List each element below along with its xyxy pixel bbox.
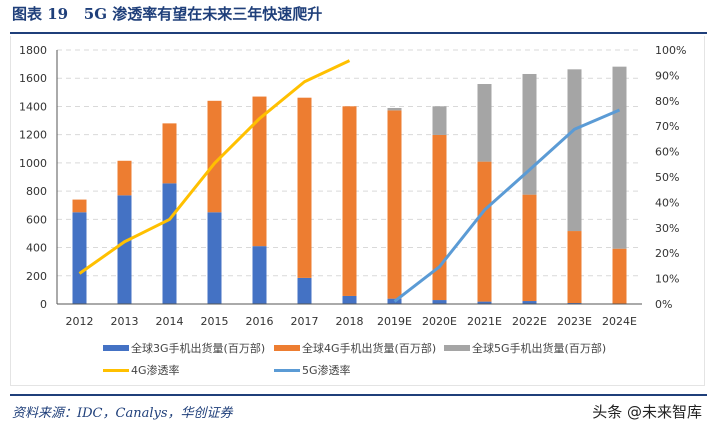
line-5g-rate [393,108,621,303]
y-right-tick-label: 10% [655,273,679,286]
footer-rule [10,394,707,396]
bar-5g [432,106,447,135]
source-note: 资料来源：IDC，Canalys，华创证券 [12,406,233,421]
legend-label-3g: 全球3G手机出货量(百万部) [131,342,266,355]
watermark: 头条 @未来智库 [592,403,702,421]
legend-3g[interactable]: 全球3G手机出货量(百万部) [103,340,265,356]
y-right-tick-label: 90% [655,69,679,82]
bar-4g [162,123,177,184]
x-tick-label: 2020E [422,315,457,328]
x-tick-label: 2013 [111,315,139,328]
bar-3g [162,183,177,304]
legend-swatch-4g [274,345,300,351]
y-left-tick-label: 0 [40,298,47,311]
y-left-tick-label: 800 [26,185,47,198]
bar-4g [72,199,87,213]
bar-3g [342,295,357,304]
y-left-tick-label: 1600 [19,72,47,85]
legend-swatch-5g [444,345,470,351]
title-rule [10,32,707,34]
y-right-tick-label: 100% [655,44,686,57]
x-tick-label: 2022E [512,315,547,328]
y-right-tick-label: 80% [655,95,679,108]
bar-5g [387,107,402,111]
legend-5g[interactable]: 全球5G手机出货量(百万部) [444,340,606,356]
bar-4g [432,134,447,301]
legend-5g-rate[interactable]: 5G渗透率 [274,362,351,378]
bar-5g [567,69,582,232]
legend-line-5g-rate [274,368,300,372]
legend-label-4g: 全球4G手机出货量(百万部) [302,342,437,355]
y-right-tick-label: 0% [655,298,672,311]
legend-line-4g-rate [103,368,129,372]
x-tick-label: 2017 [291,315,319,328]
legend-4g[interactable]: 全球4G手机出货量(百万部) [274,340,436,356]
y-right-tick-label: 60% [655,146,679,159]
bar-5g [477,84,492,162]
y-left-tick-label: 600 [26,213,47,226]
x-tick-label: 2019E [377,315,412,328]
bar-4g [387,110,402,299]
bar-3g [117,195,132,304]
bar-4g [252,96,267,247]
x-tick-label: 2014 [156,315,184,328]
y-right-tick-label: 50% [655,171,679,184]
bar-3g [477,301,492,304]
legend-label-4g-rate: 4G渗透率 [131,364,180,377]
legend-4g-rate[interactable]: 4G渗透率 [103,362,180,378]
bar-3g [207,212,222,304]
y-left-tick-label: 1400 [19,100,47,113]
x-tick-label: 2015 [201,315,229,328]
y-left-tick-label: 400 [26,242,47,255]
bar-4g [522,194,537,302]
y-right-tick-label: 40% [655,196,679,209]
bar-4g [207,100,222,213]
y-right-tick-label: 30% [655,222,679,235]
bar-3g [522,301,537,304]
bar-4g [342,106,357,296]
bar-4g [117,160,132,196]
bar-4g [297,97,312,278]
y-left-tick-label: 200 [26,270,47,283]
y-left-tick-label: 1000 [19,157,47,170]
x-tick-label: 2023E [557,315,592,328]
bar-3g [432,300,447,304]
bar-3g [252,246,267,304]
bar-4g [477,161,492,302]
x-tick-label: 2024E [602,315,637,328]
x-tick-label: 2012 [66,315,94,328]
y-left-tick-label: 1200 [19,129,47,142]
bar-3g [297,277,312,304]
y-right-tick-label: 70% [655,120,679,133]
legend-swatch-3g [103,345,129,351]
x-tick-label: 2021E [467,315,502,328]
y-left-tick-label: 1800 [19,44,47,57]
chart-frame [10,36,705,386]
x-tick-label: 2016 [246,315,274,328]
bar-5g [522,73,537,195]
x-tick-label: 2018 [336,315,364,328]
line-4g-rate [78,59,351,275]
chart-title: 图表 19 5G 渗透率有望在未来三年快速爬升 [12,5,323,23]
legend-label-5g: 全球5G手机出货量(百万部) [472,342,607,355]
bar-5g [612,66,627,249]
bar-3g [72,212,87,304]
y-right-tick-label: 20% [655,247,679,260]
bar-4g [612,248,627,304]
legend-label-5g-rate: 5G渗透率 [302,364,351,377]
bar-4g [567,231,582,304]
